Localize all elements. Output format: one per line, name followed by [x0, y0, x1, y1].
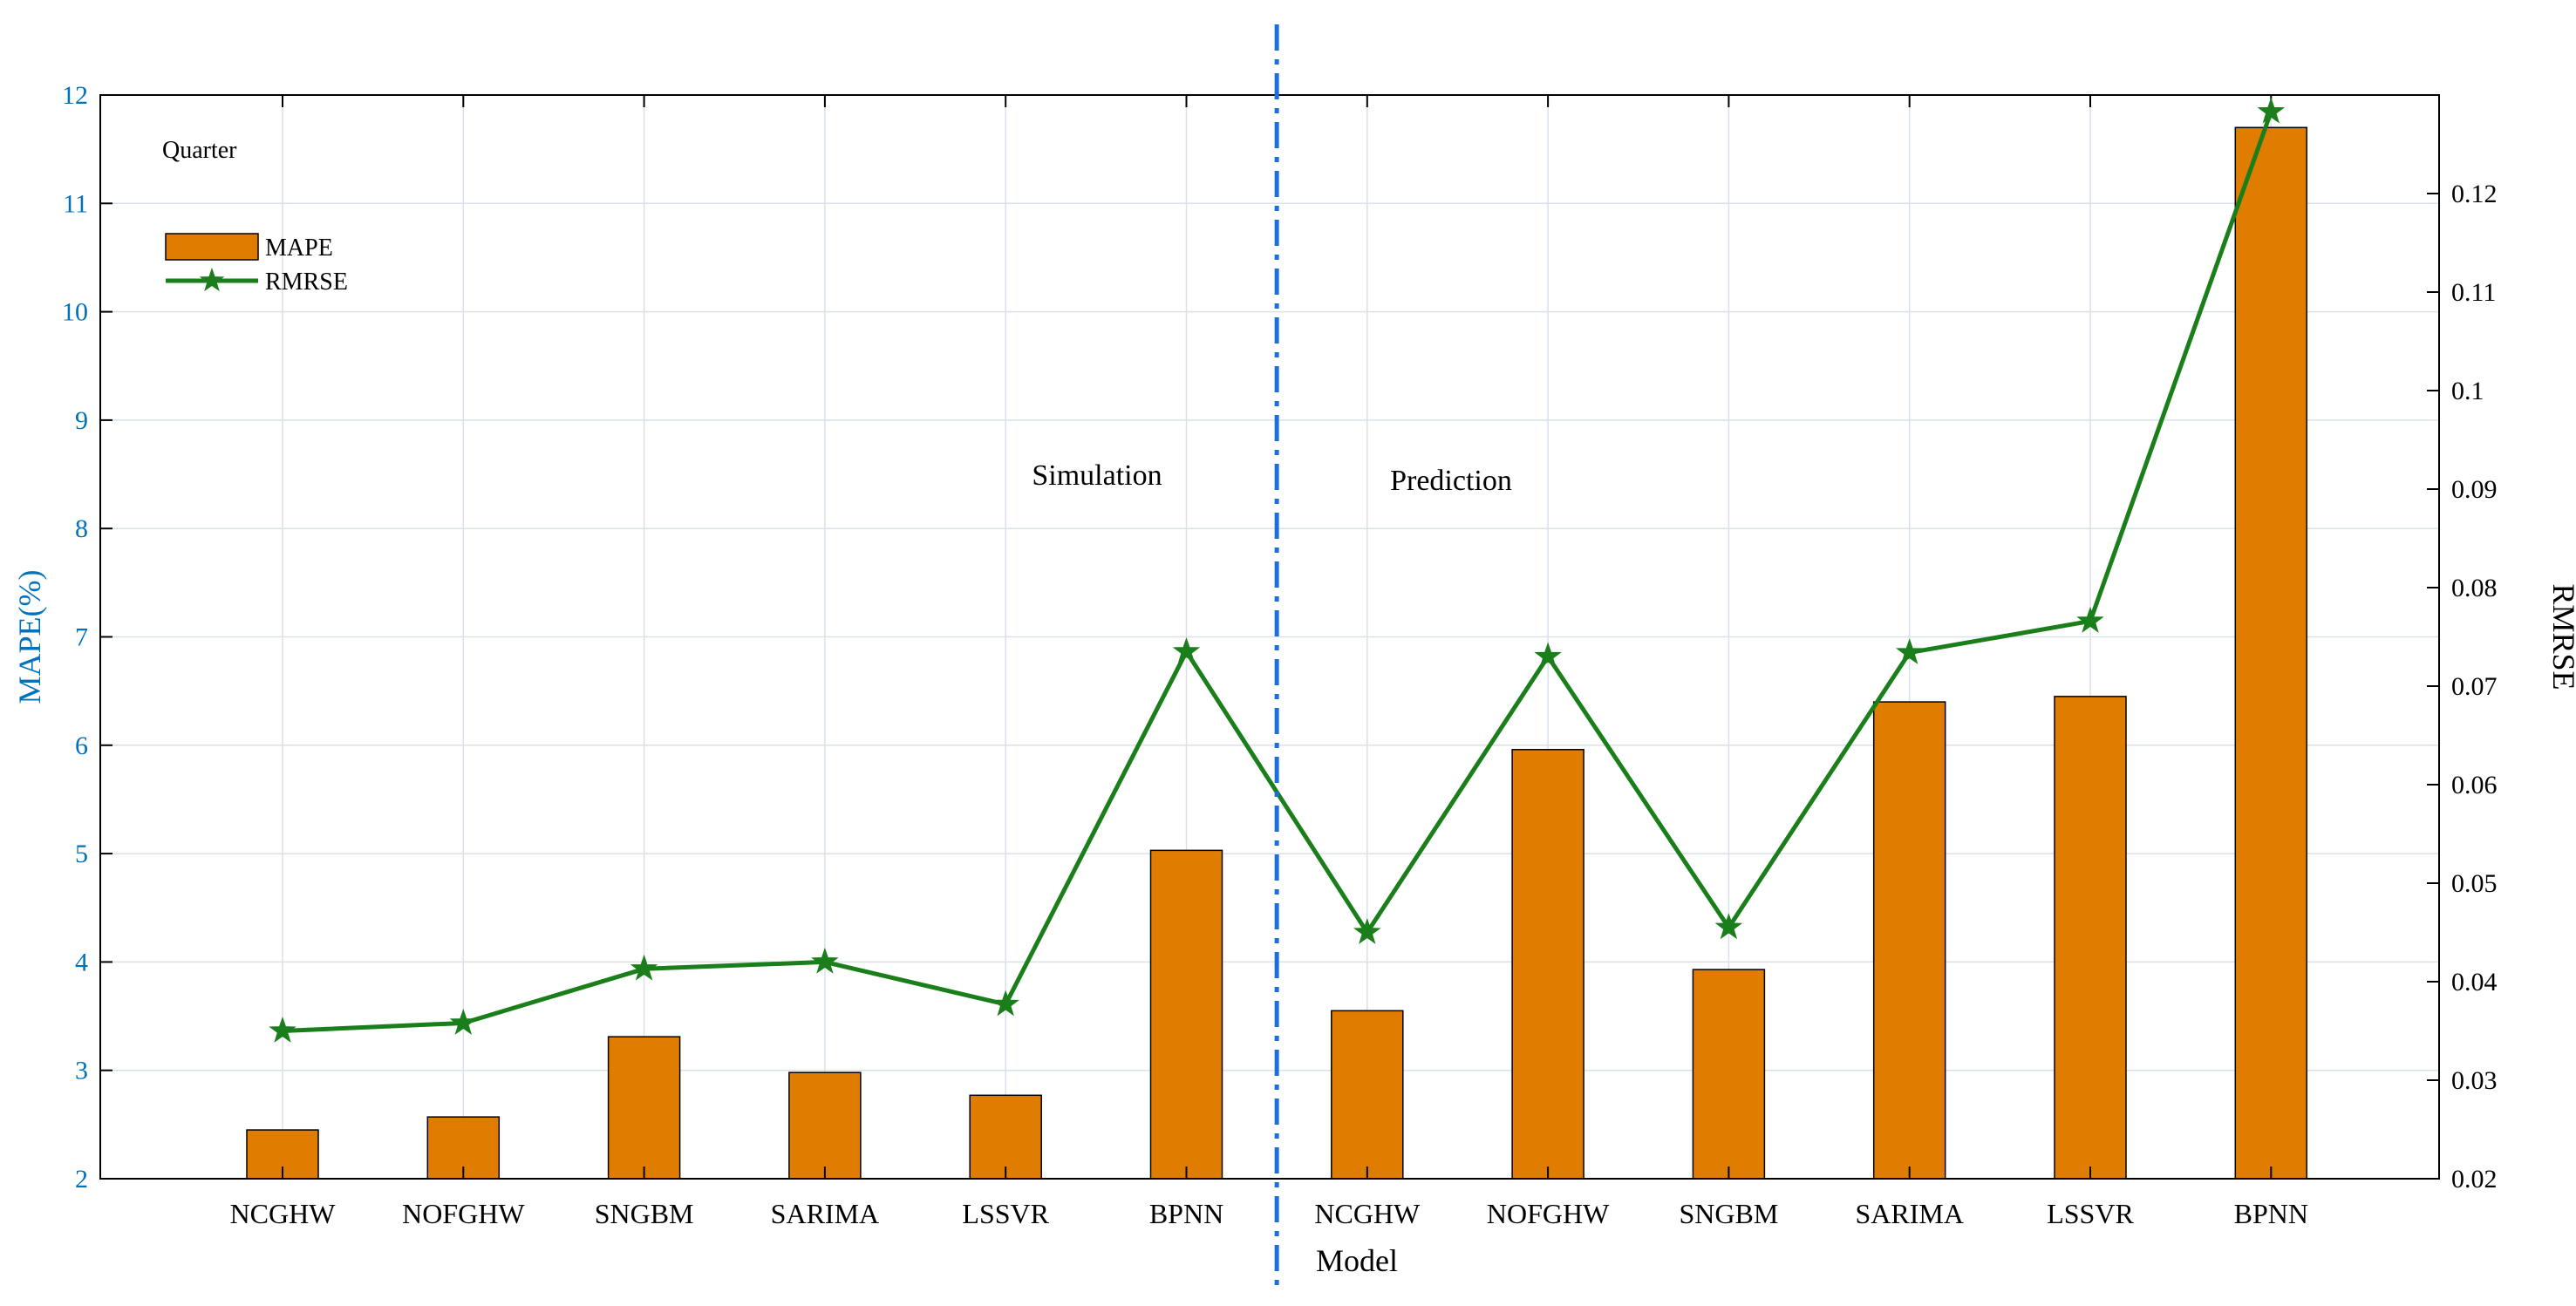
left-tick-label: 4: [75, 948, 88, 976]
legend-rmrse-star-icon: [199, 268, 225, 292]
x-tick-label: SNGBM: [595, 1198, 694, 1229]
rmrse-point-star: [2257, 97, 2286, 124]
left-tick-label: 12: [62, 81, 88, 110]
rmrse-point-star: [992, 990, 1019, 1017]
x-tick-label: NOFGHW: [1487, 1198, 1610, 1229]
mape-bar: [2234, 126, 2308, 1180]
right-tick-label: 0.03: [2451, 1066, 2498, 1095]
right-tick-label: 0.1: [2451, 377, 2484, 405]
mape-bar: [788, 1071, 862, 1180]
x-tick-label: LSSVR: [2047, 1198, 2134, 1229]
x-tick-label: BPNN: [1149, 1198, 1223, 1229]
right-tick-label: 0.08: [2451, 574, 2498, 602]
right-tick-label: 0.11: [2451, 278, 2496, 307]
x-axis-label: Model: [1316, 1243, 1398, 1278]
left-tick-label: 11: [63, 189, 88, 218]
left-tick-label: 6: [75, 731, 88, 760]
mape-bar: [1692, 969, 1766, 1180]
x-tick-label: NCGHW: [230, 1198, 337, 1229]
x-tick-label: LSSVR: [962, 1198, 1049, 1229]
right-tick-label: 0.05: [2451, 869, 2498, 898]
legend-mape-swatch: [165, 233, 259, 261]
rmrse-point-star: [449, 1008, 478, 1035]
rmrse-point-star: [1534, 642, 1562, 669]
left-tick-label: 5: [75, 840, 88, 868]
mape-bar: [1872, 701, 1946, 1180]
y-axis-label-right: RMRSE: [2546, 583, 2576, 690]
left-tick-label: 8: [75, 514, 88, 543]
legend-rmrse-label: RMRSE: [265, 269, 348, 296]
x-tick-label: BPNN: [2234, 1198, 2308, 1229]
mape-bar: [969, 1094, 1042, 1180]
left-tick-label: 2: [75, 1165, 88, 1194]
legend-title: Quarter: [162, 137, 237, 164]
rmrse-point-star: [1353, 917, 1381, 944]
mape-bar: [607, 1036, 681, 1180]
left-tick-label: 3: [75, 1057, 88, 1085]
legend-mape-label: MAPE: [265, 235, 333, 262]
x-tick-label: SARIMA: [1855, 1198, 1963, 1229]
left-tick-label: 7: [75, 623, 88, 652]
mape-bar: [1511, 749, 1584, 1180]
y-axis-label-left: MAPE(%): [12, 570, 47, 704]
right-tick-label: 0.04: [2451, 968, 2498, 997]
rmrse-point-star: [1714, 913, 1743, 940]
x-tick-label: NOFGHW: [402, 1198, 525, 1229]
x-tick-label: SARIMA: [771, 1198, 879, 1229]
legend: Quarter MAPE RMRSE: [162, 137, 348, 296]
left-tick-label: 9: [75, 406, 88, 435]
rmrse-point-star: [269, 1016, 296, 1043]
right-tick-label: 0.02: [2451, 1165, 2498, 1194]
mape-bar: [2054, 696, 2127, 1180]
prediction-annotation: Prediction: [1390, 465, 1512, 497]
rmrse-point-star: [630, 954, 658, 981]
mape-bar: [1149, 849, 1223, 1180]
simulation-annotation: Simulation: [1032, 459, 1162, 492]
rmrse-point-star: [2076, 606, 2104, 633]
rmrse-point-star: [811, 947, 839, 974]
right-tick-label: 0.06: [2451, 771, 2498, 799]
mape-bar: [1331, 1010, 1404, 1180]
left-tick-label: 10: [62, 298, 88, 327]
mape-bars: [246, 126, 2308, 1180]
right-tick-label: 0.07: [2451, 672, 2498, 701]
rmrse-point-star: [1895, 638, 1924, 664]
rmrse-point-star: [1172, 636, 1201, 663]
x-tick-label: SNGBM: [1679, 1198, 1778, 1229]
right-tick-label: 0.09: [2451, 475, 2498, 504]
right-tick-label: 0.12: [2451, 180, 2498, 208]
x-tick-label: NCGHW: [1314, 1198, 1421, 1229]
axis-ticks: 2 3 4 5 6 7 8 9 10 11 12 0.02 0.03 0.04 0.05 0.06 0.07 0.…: [62, 81, 2498, 1229]
